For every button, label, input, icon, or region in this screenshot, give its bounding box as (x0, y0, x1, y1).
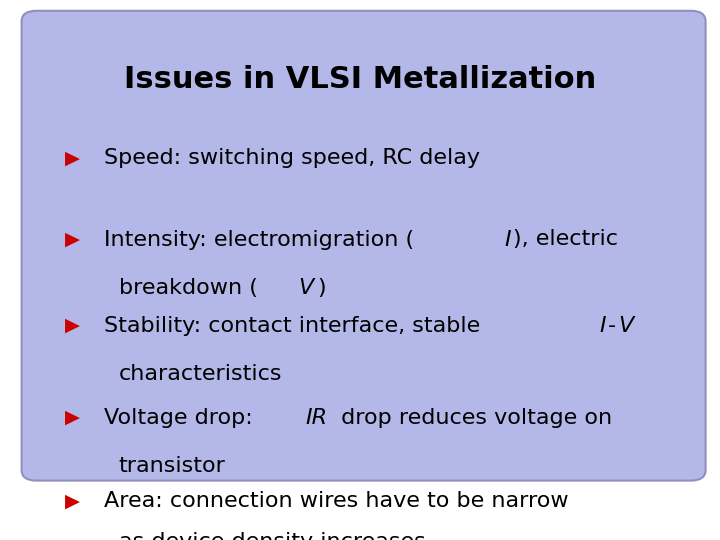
Text: IR: IR (305, 408, 328, 428)
Text: ), electric: ), electric (513, 230, 618, 249)
Text: as device density increases: as device density increases (119, 532, 426, 540)
Text: ▶: ▶ (65, 230, 80, 248)
Text: drop reduces voltage on: drop reduces voltage on (334, 408, 612, 428)
Text: Stability: contact interface, stable: Stability: contact interface, stable (104, 316, 487, 336)
Text: ▶: ▶ (65, 148, 80, 167)
Text: -: - (608, 316, 616, 336)
Text: transistor: transistor (119, 456, 225, 476)
Text: Area: connection wires have to be narrow: Area: connection wires have to be narrow (104, 491, 569, 511)
Text: Voltage drop:: Voltage drop: (104, 408, 260, 428)
FancyBboxPatch shape (22, 11, 706, 481)
Text: Issues in VLSI Metallization: Issues in VLSI Metallization (124, 65, 596, 94)
Text: I: I (599, 316, 606, 336)
Text: characteristics: characteristics (119, 364, 282, 384)
Text: breakdown (: breakdown ( (119, 278, 258, 298)
Text: Intensity: electromigration (: Intensity: electromigration ( (104, 230, 415, 249)
Text: V: V (298, 278, 313, 298)
Text: ▶: ▶ (65, 316, 80, 335)
Text: Speed: switching speed, RC delay: Speed: switching speed, RC delay (104, 148, 480, 168)
Text: V: V (618, 316, 634, 336)
Text: ▶: ▶ (65, 491, 80, 510)
Text: ): ) (318, 278, 326, 298)
Text: I: I (505, 230, 511, 249)
Text: ▶: ▶ (65, 408, 80, 427)
